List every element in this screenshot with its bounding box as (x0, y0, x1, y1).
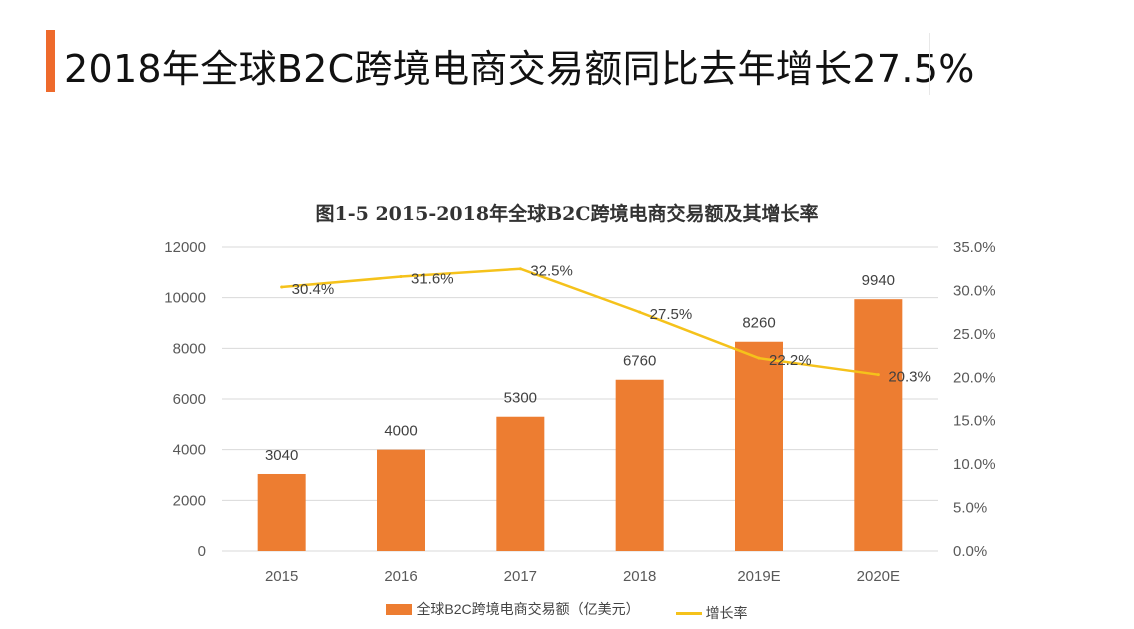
y-tick-label: 10000 (164, 290, 206, 307)
y-tick-label: 2000 (173, 492, 206, 509)
line-value-label: 31.6% (411, 271, 454, 288)
y2-tick-label: 10.0% (953, 456, 996, 473)
legend-label-line: 增长率 (705, 605, 748, 621)
line-value-label: 20.3% (888, 369, 931, 386)
x-tick-label: 2017 (504, 568, 537, 585)
y2-tick-label: 35.0% (953, 239, 996, 256)
x-tick-label: 2020E (857, 568, 900, 585)
title-divider (929, 33, 930, 95)
bar (377, 449, 425, 551)
y-tick-label: 6000 (173, 391, 206, 408)
x-tick-label: 2016 (384, 568, 417, 585)
growth-rate-line (281, 267, 879, 376)
title-accent-bar (46, 30, 55, 92)
line-value-label: 30.4% (292, 281, 335, 298)
x-tick-label: 2015 (265, 568, 298, 585)
chart-title: 图1-5 2015-2018年全球B2C跨境电商交易额及其增长率 (315, 203, 819, 225)
y-tick-label: 0 (198, 543, 206, 560)
line-value-label: 22.2% (769, 352, 812, 369)
bar (854, 299, 903, 551)
bar-value-label: 9940 (862, 272, 895, 289)
bar-value-label: 4000 (384, 423, 417, 440)
x-tick-label: 2018 (623, 568, 656, 585)
line-point (518, 267, 522, 271)
y2-tick-label: 0.0% (953, 543, 987, 560)
legend-item-bars: 全球B2C跨境电商交易额（亿美元） (386, 599, 640, 619)
bar (257, 473, 306, 551)
y-tick-label: 4000 (173, 442, 206, 459)
bar (496, 416, 545, 551)
y2-tick-label: 15.0% (953, 413, 996, 430)
bar (615, 379, 664, 551)
y-tick-label: 12000 (164, 239, 206, 256)
y2-tick-label: 20.0% (953, 369, 996, 386)
combo-chart: 0 2000 4000 6000 8000 10000 12000 0.0% 5.0% 10.0%… (164, 239, 996, 585)
legend-swatch-bar (386, 603, 413, 615)
y-tick-label: 8000 (173, 340, 206, 357)
bar-value-label: 6760 (623, 353, 656, 370)
line-point (638, 310, 642, 314)
line-point (280, 285, 284, 289)
legend-item-line: 增长率 (675, 603, 748, 623)
line-value-label: 32.5% (530, 263, 573, 280)
line-value-label: 27.5% (650, 306, 693, 323)
bar-value-label: 8260 (742, 315, 775, 332)
x-tick-label: 2019E (737, 568, 780, 585)
bar (735, 341, 783, 551)
bar-value-label: 3040 (265, 447, 298, 464)
legend-label-bars: 全球B2C跨境电商交易额（亿美元） (416, 601, 640, 617)
bar-value-label: 5300 (504, 390, 537, 407)
line-point (757, 356, 761, 360)
line-point (876, 373, 880, 377)
y2-tick-label: 30.0% (953, 282, 996, 299)
line-point (399, 275, 403, 279)
legend-swatch-line (675, 611, 702, 615)
chart-legend: 全球B2C跨境电商交易额（亿美元） 增长率 (0, 599, 1134, 623)
y2-tick-label: 5.0% (953, 500, 987, 517)
page-title: 2018年全球B2C跨境电商交易额同比去年增长27.5% (64, 47, 975, 91)
y2-tick-label: 25.0% (953, 326, 996, 343)
